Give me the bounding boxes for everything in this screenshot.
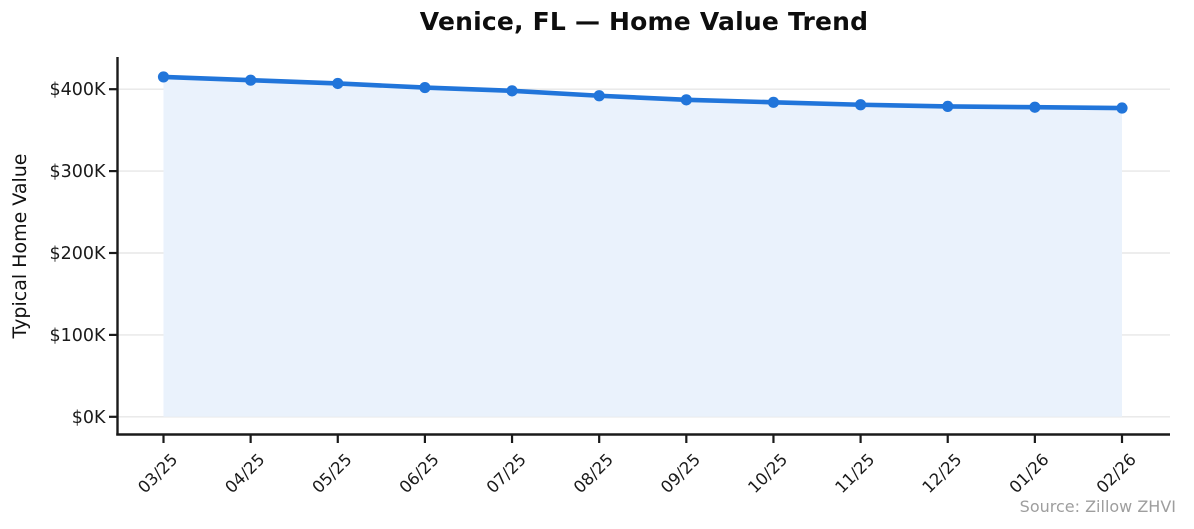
data-point [157, 71, 170, 83]
x-tick-label: 06/25 [396, 450, 443, 497]
data-point [332, 77, 344, 90]
x-tick-label: 05/25 [309, 450, 356, 497]
x-tick-label: 11/25 [831, 450, 878, 497]
data-point [245, 74, 257, 86]
data-point [1029, 101, 1041, 113]
y-tick-label: $400K [49, 80, 106, 100]
y-tick-label: $300K [49, 162, 106, 182]
x-tick-label: 09/25 [657, 450, 704, 497]
chart-title: Venice, FL — Home Value Trend [419, 7, 869, 36]
x-tick-label: 01/26 [1006, 450, 1053, 497]
y-tick-label: $200K [49, 244, 106, 264]
data-point [419, 81, 431, 94]
y-tick-label: $100K [49, 326, 106, 346]
source-note: Source: Zillow ZHVI [1019, 497, 1176, 516]
x-tick-label: 03/25 [134, 450, 181, 497]
data-point [854, 99, 867, 111]
data-point [680, 94, 692, 106]
x-tick-label: 10/25 [744, 450, 791, 497]
x-tick-label: 04/25 [221, 450, 268, 497]
data-point [593, 90, 605, 102]
x-tick-label: 08/25 [570, 450, 617, 497]
data-point [942, 100, 954, 112]
x-tick-label: 12/25 [918, 450, 965, 497]
x-tick-label: 07/25 [483, 450, 530, 497]
trend-line [161, 74, 1125, 111]
y-tick-label: $0K [72, 408, 106, 428]
area-fill [163, 76, 1122, 417]
data-point [1116, 102, 1128, 114]
data-point [767, 96, 780, 108]
data-point [506, 85, 518, 97]
x-tick-label: 02/26 [1093, 450, 1140, 497]
